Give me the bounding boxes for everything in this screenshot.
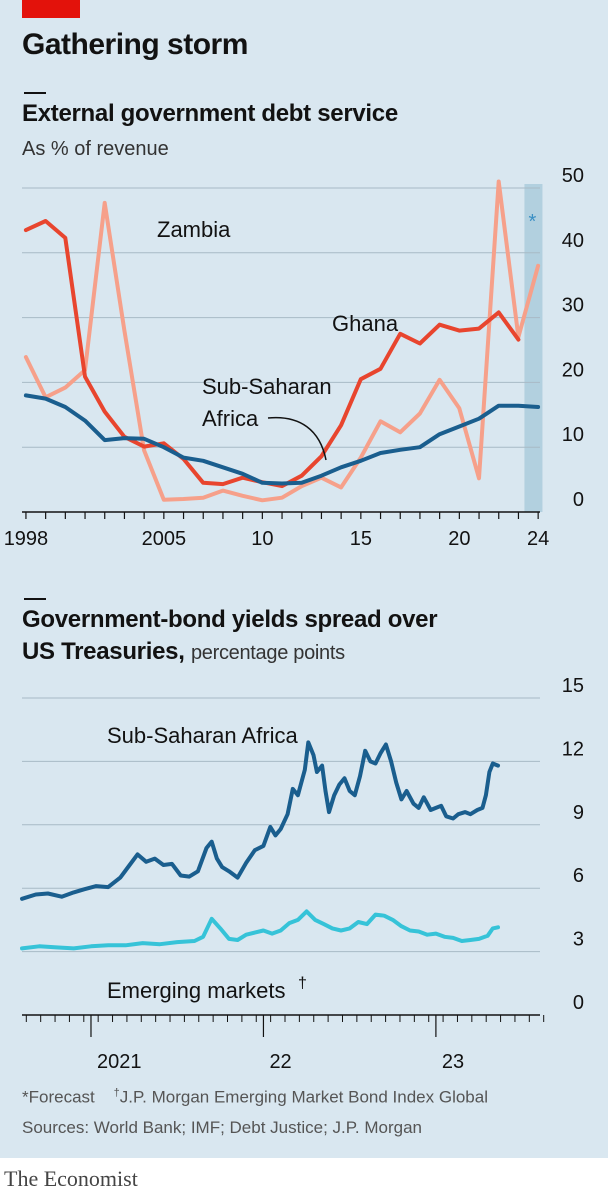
chart1-title: External government debt service — [22, 100, 398, 127]
x-tick-label: 24 — [527, 528, 549, 550]
dagger-mark: † — [113, 1087, 120, 1099]
dagger-note: J.P. Morgan Emerging Market Bond Index G… — [119, 1087, 488, 1107]
series-line-emerging-markets — [20, 909, 500, 951]
footnote-sources: Sources: World Bank; IMF; Debt Justice; … — [22, 1118, 422, 1137]
forecast-marker: * — [528, 211, 536, 233]
y-tick-label: 0 — [573, 489, 584, 511]
x-tick-label: 22 — [269, 1051, 291, 1073]
y-tick-label: 10 — [562, 424, 584, 446]
chart2-title-text: Government-bond yields spread over — [22, 606, 438, 633]
y-tick-label: 15 — [562, 675, 584, 697]
x-tick-label: 15 — [350, 528, 372, 550]
chart2-title-line2-text: US Treasuries, — [22, 638, 185, 665]
x-tick-label: 1998 — [4, 528, 49, 550]
annotation-dagger: † — [298, 975, 307, 992]
y-tick-label: 3 — [573, 929, 584, 951]
y-tick-label: 0 — [573, 992, 584, 1014]
chart2-title: Government-bond yields spread over — [22, 606, 438, 634]
annotation-label: Emerging markets — [107, 978, 286, 1003]
annotation-label: Zambia — [157, 217, 231, 242]
annotation-label: Ghana — [332, 311, 399, 336]
series-line-sub-saharan-africa — [23, 393, 541, 486]
series-line-zambia — [23, 179, 541, 503]
x-tick-label: 2021 — [97, 1051, 142, 1073]
forecast-note: *Forecast — [22, 1087, 95, 1107]
page-title: Gathering storm — [22, 28, 248, 61]
y-tick-label: 9 — [573, 802, 584, 824]
footnote-forecast: *Forecast †J.P. Morgan Emerging Market B… — [22, 1087, 488, 1108]
y-tick-label: 12 — [562, 738, 584, 760]
forecast-band — [524, 184, 543, 512]
annotation-pointer — [267, 416, 327, 461]
x-tick-label: 20 — [448, 528, 470, 550]
x-tick-label: 23 — [442, 1051, 464, 1073]
y-tick-label: 30 — [562, 295, 584, 317]
chart2-subtitle: percentage points — [190, 642, 345, 664]
brand-red-tag — [22, 0, 80, 18]
y-tick-label: 40 — [562, 230, 584, 252]
y-tick-label: 20 — [562, 359, 584, 381]
annotation-label: Sub-Saharan — [202, 374, 332, 399]
debt-service-chart: * 0 10 20 30 40 50 1998 2005 10 15 20 24 Zambia Gha… — [4, 165, 584, 550]
series-line-sub-saharan-africa — [20, 740, 500, 901]
chart2-rule — [24, 598, 46, 600]
brand-logo-text: The Economist — [4, 1166, 138, 1191]
chart1-subtitle: As % of revenue — [22, 138, 169, 160]
x-tick-label: 10 — [251, 528, 273, 550]
y-tick-label: 6 — [573, 865, 584, 887]
bond-spread-chart: 0 3 6 9 12 15 2021 22 23 Sub-Saharan Africa Emer… — [20, 675, 584, 1073]
annotation-label: Africa — [202, 406, 259, 431]
annotation-label: Sub-Saharan Africa — [107, 723, 299, 748]
y-tick-label: 50 — [562, 165, 584, 187]
chart1-rule — [24, 92, 46, 94]
chart2-title-line2: US Treasuries, percentage points — [22, 638, 345, 666]
brand-footer: The Economist — [0, 1158, 608, 1195]
x-tick-label: 2005 — [142, 528, 187, 550]
